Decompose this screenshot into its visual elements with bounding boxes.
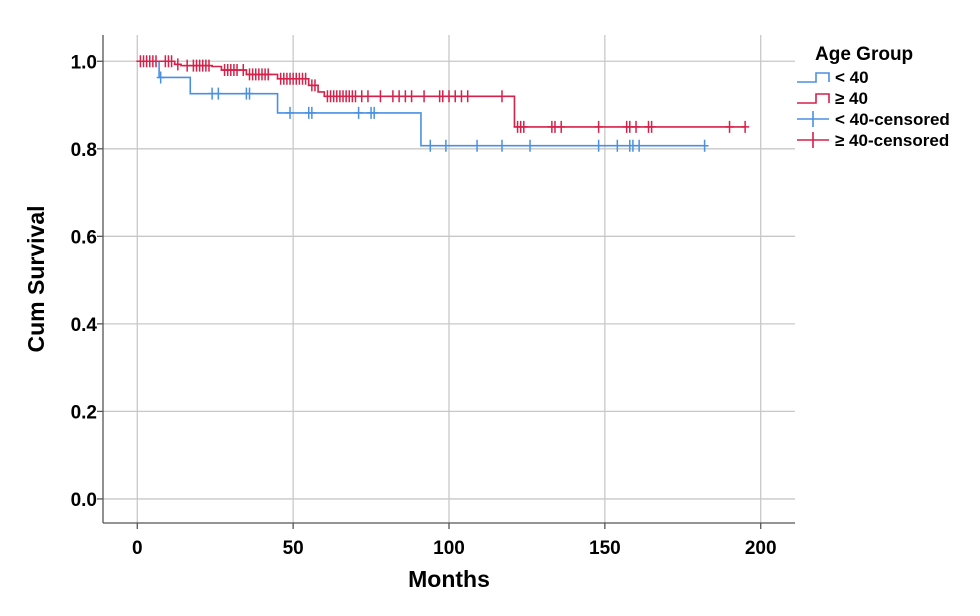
censor-mark <box>307 106 316 119</box>
censor-mark <box>156 71 165 84</box>
legend: Age Group < 40 ≥ 40 < 40-censored ≥ 40-cens… <box>797 44 950 150</box>
censor-mark <box>463 90 472 103</box>
y-tick-label: 0.4 <box>71 315 98 336</box>
y-tick-label: 0.0 <box>71 490 97 511</box>
censor-mark <box>286 106 295 119</box>
legend-label: ≥ 40 <box>835 89 868 108</box>
censor-mark <box>632 120 641 133</box>
censor-mark <box>264 68 273 81</box>
legend-entry: < 40 <box>797 68 869 87</box>
legend-swatch-step <box>797 72 830 83</box>
y-tick-label: 1.0 <box>71 52 97 73</box>
censor-mark <box>173 58 182 71</box>
legend-entry: < 40-censored <box>797 110 950 129</box>
censor-mark <box>426 139 435 152</box>
censor-mark <box>594 120 603 133</box>
censor-mark <box>214 87 223 100</box>
censor-mark <box>239 64 248 77</box>
censor-mark <box>497 90 506 103</box>
y-axis-title: Cum Survival <box>23 206 49 353</box>
censor-mark <box>204 59 213 72</box>
series-over-40 <box>136 55 750 133</box>
legend-title: Age Group <box>815 44 913 65</box>
censor-mark <box>557 120 566 133</box>
x-tick-label: 150 <box>589 538 621 559</box>
legend-label: < 40 <box>835 68 869 87</box>
x-tick-label: 200 <box>745 538 777 559</box>
legend-label: < 40-censored <box>835 110 950 129</box>
survival-step-line <box>137 60 705 147</box>
y-tick-label: 0.2 <box>71 402 97 423</box>
y-tick-label: 0.6 <box>71 227 97 248</box>
x-axis-title: Months <box>408 566 490 592</box>
grid <box>103 35 795 523</box>
x-tick-label: 0 <box>132 538 143 559</box>
censor-mark <box>370 106 379 119</box>
axes <box>97 35 795 529</box>
censor-mark <box>376 90 385 103</box>
censor-mark <box>245 87 254 100</box>
legend-swatch-cross <box>797 111 829 127</box>
legend-label: ≥ 40-censored <box>835 131 949 150</box>
censor-mark <box>497 139 506 152</box>
censor-mark <box>363 90 372 103</box>
censor-mark <box>441 139 450 152</box>
legend-swatch-cross <box>797 132 829 148</box>
censor-mark <box>301 72 310 85</box>
series-under-40 <box>137 60 709 152</box>
legend-swatch-step <box>797 93 830 104</box>
censor-mark <box>700 139 709 152</box>
censor-mark <box>167 55 176 68</box>
plot-area <box>136 55 750 152</box>
legend-entry: ≥ 40 <box>797 89 868 108</box>
censor-mark <box>473 139 482 152</box>
censor-mark <box>354 106 363 119</box>
legend-entry: ≥ 40-censored <box>797 131 949 150</box>
censor-mark <box>725 120 734 133</box>
censor-mark <box>407 90 416 103</box>
censor-mark <box>420 90 429 103</box>
censor-mark <box>310 79 319 92</box>
censor-mark <box>594 139 603 152</box>
x-tick-label: 100 <box>433 538 465 559</box>
y-tick-label: 0.8 <box>71 140 97 161</box>
censor-mark <box>647 120 656 133</box>
censor-mark <box>526 139 535 152</box>
x-tick-label: 50 <box>283 538 304 559</box>
censor-mark <box>741 120 750 133</box>
tick-labels: 0 50 100 150 200 0.0 0.2 0.4 0.6 0.8 1.0 <box>71 52 777 559</box>
censor-mark <box>635 139 644 152</box>
censor-mark <box>519 120 528 133</box>
censor-mark <box>151 55 160 68</box>
censor-mark <box>613 139 622 152</box>
